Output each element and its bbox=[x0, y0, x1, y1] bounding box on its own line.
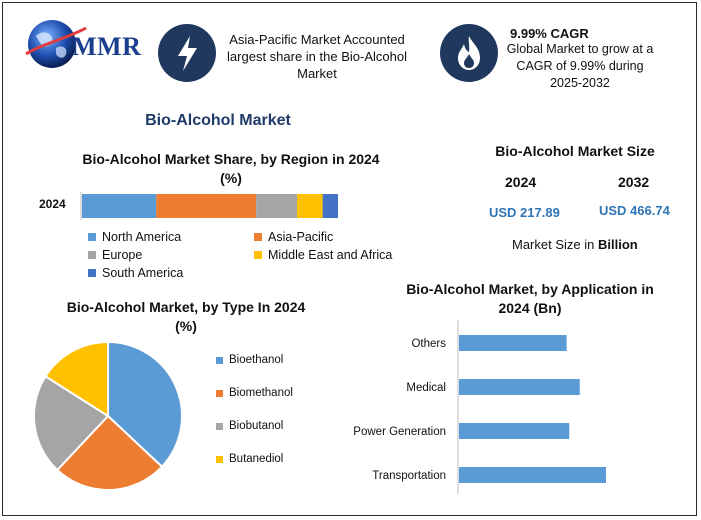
cagr-text: Global Market to grow at a CAGR of 9.99%… bbox=[506, 42, 654, 90]
pie-slice-biobutanol bbox=[33, 374, 110, 472]
application-category-label: Transportation bbox=[372, 470, 446, 482]
mmr-logo bbox=[22, 14, 152, 74]
market-size-unit-bold: Billion bbox=[597, 237, 638, 252]
pie-slice-bioethanol bbox=[107, 340, 183, 469]
legend-swatch bbox=[254, 233, 262, 241]
legend-swatch bbox=[254, 251, 262, 259]
legend-label: Biomethanol bbox=[229, 387, 293, 399]
market-size-year-2032: 2032 bbox=[618, 174, 650, 190]
market-size-title: Bio-Alcohol Market Size bbox=[495, 143, 655, 159]
application-bar-others bbox=[459, 335, 567, 351]
legend-swatch bbox=[88, 251, 96, 259]
legend-label: Asia-Pacific bbox=[268, 230, 334, 244]
legend-item-asia-pacific: Asia-Pacific bbox=[254, 230, 333, 244]
legend-swatch bbox=[88, 233, 96, 241]
pie-legend-item-biobutanol: Biobutanol bbox=[216, 420, 283, 432]
region-bar-segment-asia-pacific bbox=[156, 194, 257, 218]
region-stacked-bar bbox=[80, 192, 338, 220]
type-chart-title: Bio-Alcohol Market, by Type In 2024 (%) bbox=[60, 298, 312, 336]
application-chart-title-line2: 2024 (Bn) bbox=[498, 300, 562, 316]
application-bar-power-generation bbox=[459, 423, 570, 439]
application-chart-title: Bio-Alcohol Market, by Application in 20… bbox=[395, 280, 665, 318]
legend-item-north-america: North America bbox=[88, 230, 181, 244]
pie-legend-item-butanediol: Butanediol bbox=[216, 453, 283, 465]
market-size-unit: Market Size in Billion bbox=[512, 237, 638, 252]
market-size-value-2032: USD 466.74 bbox=[599, 203, 670, 218]
legend-item-europe: Europe bbox=[88, 248, 142, 262]
region-chart-title: Bio-Alcohol Market Share, by Region in 2… bbox=[75, 150, 387, 188]
legend-label: Bioethanol bbox=[229, 354, 284, 366]
application-bar-medical bbox=[459, 379, 580, 395]
region-bar-segment-europe bbox=[256, 194, 298, 218]
lightning-icon bbox=[158, 24, 216, 82]
legend-swatch bbox=[216, 422, 223, 430]
region-chart-title-line2: (%) bbox=[220, 170, 242, 186]
application-category-label: Others bbox=[411, 338, 446, 350]
legend-label: Middle East and Africa bbox=[268, 248, 393, 262]
legend-label: Europe bbox=[102, 248, 143, 262]
application-category-label: Medical bbox=[406, 382, 446, 394]
legend-label: Biobutanol bbox=[229, 420, 284, 432]
region-bar-segment-middle-east-and-africa bbox=[297, 194, 323, 218]
flame-icon bbox=[440, 24, 498, 82]
type-chart-title-line1: Bio-Alcohol Market, by Type In 2024 bbox=[66, 299, 306, 315]
application-chart-title-line1: Bio-Alcohol Market, by Application in bbox=[406, 281, 654, 297]
pie-slice-biomethanol bbox=[55, 414, 164, 491]
legend-label: South America bbox=[102, 266, 184, 280]
pie-legend-item-bioethanol: Bioethanol bbox=[216, 354, 283, 366]
type-chart-title-line2: (%) bbox=[175, 318, 197, 334]
market-size-year-2024: 2024 bbox=[505, 174, 537, 190]
logo-text: MMR bbox=[72, 32, 142, 61]
main-title: Bio-Alcohol Market bbox=[145, 112, 291, 129]
pie-legend-item-biomethanol: Biomethanol bbox=[216, 387, 293, 399]
legend-label: Butanediol bbox=[229, 453, 284, 465]
application-bar-transportation bbox=[459, 467, 606, 483]
legend-swatch bbox=[216, 455, 223, 463]
application-category-label: Power Generation bbox=[353, 426, 446, 438]
region-bar-segment-north-america bbox=[82, 194, 157, 218]
market-size-value-2024: USD 217.89 bbox=[489, 205, 560, 220]
type-pie-chart bbox=[33, 340, 183, 491]
legend-swatch bbox=[216, 389, 223, 397]
cagr-title: 9.99% CAGR bbox=[510, 26, 589, 41]
legend-item-south-america: South America bbox=[88, 266, 183, 280]
legend-swatch bbox=[88, 269, 96, 277]
region-bar-segment-south-america bbox=[322, 194, 338, 218]
legend-swatch bbox=[216, 356, 223, 364]
globe-icon bbox=[25, 20, 87, 68]
region-year-label: 2024 bbox=[39, 197, 66, 211]
pie-slice-butanediol bbox=[44, 340, 109, 418]
application-bar-chart: Others Medical Power Generation Transportat… bbox=[353, 320, 606, 494]
info-asia-pacific-text: Asia-Pacific Market Accounted largest sh… bbox=[227, 32, 407, 81]
legend-label: North America bbox=[102, 230, 182, 244]
market-size-unit-prefix: Market Size in bbox=[512, 237, 598, 252]
region-chart-title-line1: Bio-Alcohol Market Share, by Region in 2… bbox=[82, 151, 380, 167]
legend-item-middle-east-and-africa: Middle East and Africa bbox=[254, 248, 392, 262]
